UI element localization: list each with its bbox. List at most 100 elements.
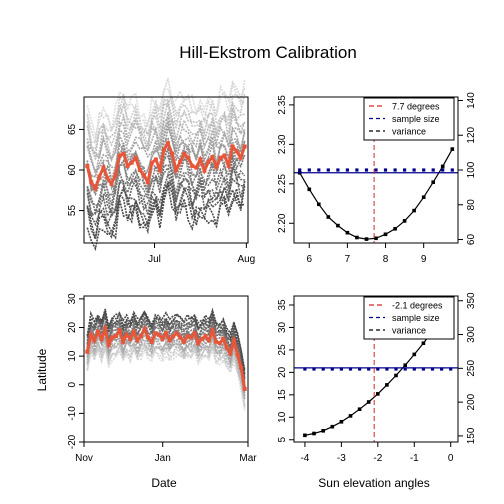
sample-size-point (403, 367, 407, 371)
variance-point (402, 219, 407, 223)
y-tick-label: 20 (277, 366, 288, 378)
median-track-point (128, 336, 133, 341)
y-tick-label: 55 (67, 205, 78, 217)
median-track-point (160, 336, 165, 341)
median-track-point (88, 332, 93, 337)
y-tick-label: 25 (277, 344, 288, 356)
x-tick-label: 7 (345, 254, 351, 265)
calibration-track-line (86, 320, 246, 384)
variance-line (299, 148, 453, 240)
calibration-track-line (86, 147, 246, 216)
median-track-point (210, 155, 215, 159)
median-track-point (189, 335, 193, 340)
calibration-track-line (86, 330, 246, 400)
median-track-point (238, 155, 243, 160)
median-track-point (105, 176, 110, 181)
x-tick-label: -2 (373, 453, 382, 464)
x-tick-label: Aug (237, 254, 255, 265)
variance-point (393, 227, 397, 231)
sample-size-point (374, 168, 378, 172)
calibration-track-line (86, 345, 246, 411)
variance-point (376, 392, 380, 396)
sample-size-point (430, 367, 435, 371)
y-tick-label: -10 (67, 406, 78, 421)
sample-size-point (321, 367, 325, 371)
median-track-point (174, 168, 179, 172)
median-track-point (202, 168, 207, 173)
median-track-point (124, 332, 129, 337)
median-track-point (131, 329, 136, 334)
median-track-point (239, 365, 244, 370)
calibration-track-line (86, 108, 246, 161)
calibration-track-line (86, 111, 246, 174)
y-tick-label: 2.20 (277, 213, 288, 233)
median-track-point (121, 151, 126, 156)
x-tick-label: Nov (75, 453, 93, 464)
median-track-point (117, 328, 122, 333)
legend-entry-sample-size: sample size (392, 313, 440, 323)
sample-size-point (385, 367, 389, 371)
median-track-point (92, 338, 97, 343)
y-tick-label: -20 (67, 434, 78, 449)
latitude-panel: -20 -10 0 10 20 30 Nov Jan Mar (67, 293, 257, 464)
calibration-track-line (86, 101, 245, 158)
calibration-track-line (86, 93, 246, 144)
sample-size-point (303, 367, 307, 371)
y-right-tick-label: 140 (466, 92, 477, 109)
latitude-calibration-panel: 5 10 15 20 25 30 35 150 200 250 300 350 -4 -3 -2 -1 0 -2.… (277, 292, 477, 464)
sample-size-point (326, 168, 330, 172)
median-track-point (85, 163, 90, 168)
variance-point (345, 230, 350, 235)
sample-size-point (450, 168, 454, 172)
variance-point (321, 429, 325, 433)
median-track-point (145, 180, 150, 185)
y-tick-label: 65 (67, 123, 78, 135)
median-track-point (218, 155, 223, 160)
median-track-point (109, 181, 114, 186)
median-track-point (96, 329, 100, 334)
y-tick-label: 30 (277, 321, 288, 333)
median-track-point (198, 157, 203, 162)
median-track-point (228, 351, 233, 356)
calibration-track-line (86, 339, 246, 406)
median-track-point (106, 342, 111, 347)
median-track-point (222, 153, 227, 158)
calibration-track-line (86, 156, 246, 214)
median-track-point (110, 335, 115, 340)
calibration-track-line (86, 309, 246, 373)
median-track-point (121, 339, 126, 344)
calibration-track-line (86, 79, 246, 140)
y-tick-label: 2.30 (277, 134, 288, 154)
median-track-point (242, 144, 247, 149)
sample-size-point (358, 367, 362, 371)
y-tick-label: 2.25 (277, 174, 288, 194)
sample-size-point (336, 168, 340, 172)
sample-size-point (394, 367, 398, 371)
calibration-track-line (86, 341, 246, 407)
variance-point (440, 164, 445, 169)
calibration-track-line (86, 116, 246, 173)
variance-point (450, 147, 455, 151)
median-track-point (129, 160, 134, 165)
variance-point (355, 235, 359, 240)
sample-size-point (383, 168, 388, 172)
sample-size-point (422, 168, 426, 172)
legend-entry-variance: variance (392, 326, 426, 336)
calibration-track-line (86, 340, 246, 408)
y-right-tick-label: 60 (466, 234, 477, 246)
x-tick-label: 9 (421, 254, 427, 265)
median-track-point (232, 338, 236, 343)
legend-entry-angle: -2.1 degrees (392, 301, 443, 311)
median-track-point (224, 345, 229, 350)
sample-size-point (348, 367, 353, 371)
median-track-point (101, 165, 106, 170)
median-track-point (153, 331, 158, 336)
sample-size-point (330, 367, 334, 371)
variance-point (366, 400, 371, 404)
x-axis-label-date: Date (151, 476, 177, 490)
y-right-tick-label: 120 (466, 126, 477, 143)
x-tick-label: 8 (383, 254, 389, 265)
legend-entry-sample-size: sample size (392, 114, 440, 124)
legend-entry-variance: variance (392, 127, 426, 137)
sample-size-point (403, 168, 407, 172)
